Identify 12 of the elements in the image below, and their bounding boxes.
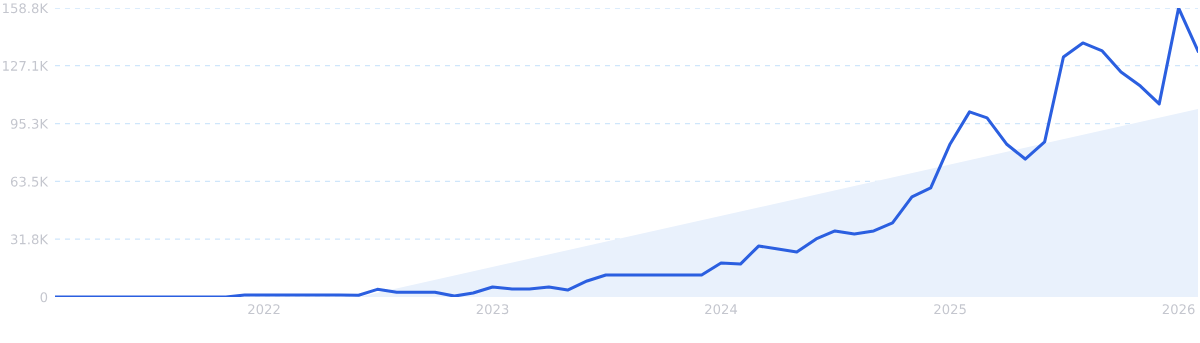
y-tick-label: 0 [40, 292, 48, 303]
y-tick-label: 158.8K [3, 3, 49, 14]
y-tick-label: 31.8K [11, 234, 49, 245]
y-tick-label: 63.5K [10, 176, 49, 187]
y-tick-label: 95.3K [10, 118, 49, 129]
x-tick-label: 2025 [934, 304, 966, 315]
line-series [55, 8, 1198, 297]
y-tick-label: 127.1K [3, 60, 49, 71]
x-tick-label: 2022 [248, 304, 280, 315]
x-tick-label: 2026 [1162, 304, 1195, 315]
x-tick-label: 2023 [476, 304, 509, 315]
x-tick-label: 2024 [705, 304, 738, 315]
